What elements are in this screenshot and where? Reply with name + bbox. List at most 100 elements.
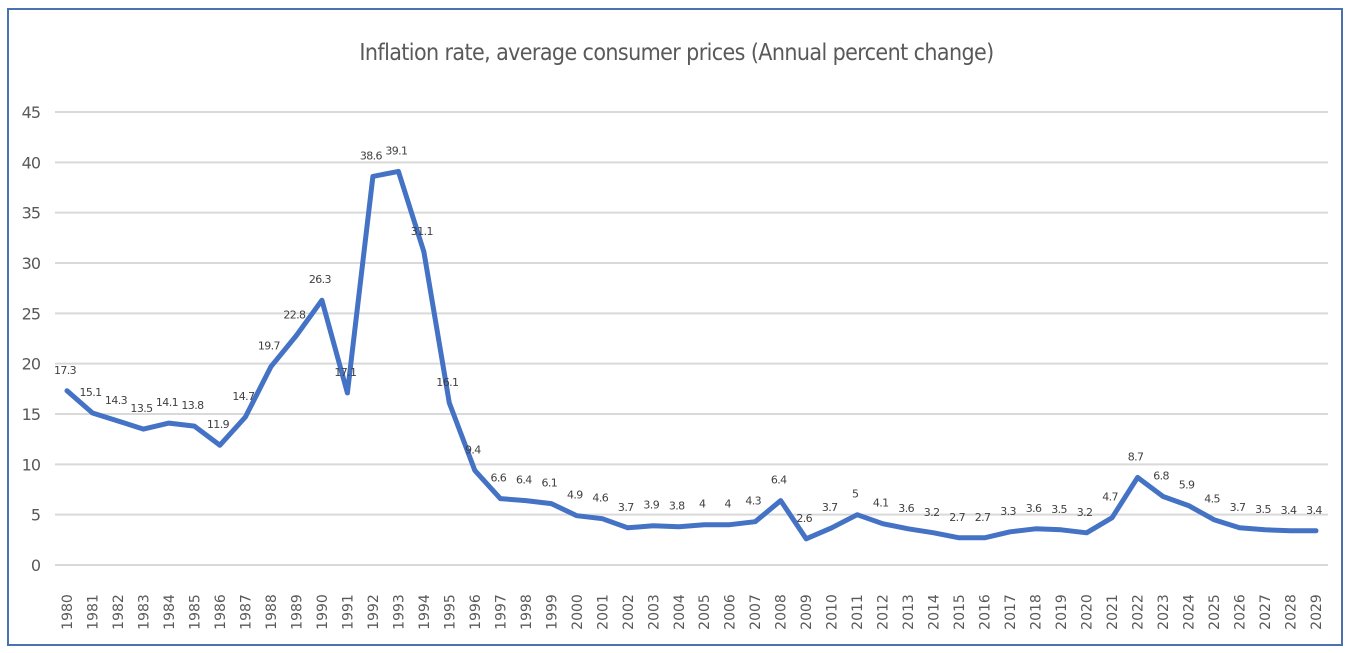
x-tick-label: 1995 — [442, 594, 458, 630]
data-label: 6.4 — [516, 474, 532, 487]
data-label: 17.1 — [334, 366, 356, 379]
y-tick-label: 15 — [22, 405, 40, 424]
y-tick-label: 25 — [22, 304, 40, 323]
x-tick-label: 2027 — [1258, 594, 1274, 630]
data-label: 3.7 — [618, 501, 634, 514]
data-label: 3.2 — [924, 506, 940, 519]
x-tick-label: 2014 — [927, 594, 943, 630]
x-tick-label: 2000 — [570, 594, 586, 630]
y-tick-label: 20 — [22, 355, 41, 374]
data-label: 2.7 — [949, 511, 965, 524]
y-tick-label: 5 — [31, 506, 40, 525]
x-tick-label: 1993 — [391, 594, 407, 630]
data-label: 6.6 — [490, 472, 506, 485]
x-tick-label: 2024 — [1182, 594, 1198, 630]
x-tick-label: 2022 — [1131, 594, 1147, 630]
data-label: 9.4 — [465, 443, 481, 456]
data-label: 17.3 — [54, 364, 77, 377]
x-tick-label: 2021 — [1105, 594, 1121, 630]
data-label: 3.5 — [1051, 503, 1067, 516]
x-tick-label: 1988 — [264, 594, 280, 630]
x-tick-label: 1984 — [162, 594, 178, 630]
x-tick-label: 2004 — [672, 594, 688, 630]
data-label: 13.5 — [130, 402, 153, 415]
data-label: 2.6 — [796, 512, 812, 525]
x-tick-label: 1992 — [366, 594, 382, 630]
data-label: 3.7 — [1230, 501, 1246, 514]
x-tick-label: 2010 — [825, 594, 841, 630]
x-tick-label: 1994 — [417, 594, 433, 630]
y-tick-label: 0 — [31, 556, 41, 575]
data-label: 13.8 — [181, 399, 204, 412]
y-tick-label: 35 — [22, 204, 40, 223]
data-label: 8.7 — [1128, 450, 1144, 463]
data-label: 4.6 — [592, 492, 608, 505]
x-tick-label: 1987 — [238, 594, 254, 630]
x-tick-label: 2009 — [799, 594, 815, 630]
gridlines — [55, 111, 1328, 566]
x-tick-label: 1985 — [187, 594, 203, 630]
x-tick-label: 2028 — [1284, 594, 1300, 630]
data-label: 3.7 — [822, 501, 838, 514]
x-tick-label: 2003 — [646, 594, 662, 630]
y-axis-ticks: 0 5 10 15 20 25 30 35 40 45 — [22, 103, 42, 575]
x-tick-label: 1989 — [289, 594, 305, 630]
y-tick-label: 10 — [22, 455, 41, 474]
x-tick-label: 2017 — [1003, 594, 1019, 630]
data-label: 14.7 — [232, 390, 255, 403]
x-tick-label: 1982 — [111, 594, 127, 630]
data-label: 11.9 — [207, 418, 230, 431]
data-label: 3.2 — [1077, 506, 1093, 519]
x-tick-label: 1999 — [544, 594, 560, 630]
x-tick-label: 2008 — [774, 594, 790, 630]
data-label: 14.3 — [105, 394, 128, 407]
data-label: 3.6 — [898, 502, 914, 515]
data-labels: 17.315.1 14.313.5 14.1 13.811.9 14.7 19.7 22.8… — [54, 144, 1323, 525]
x-tick-label: 1986 — [213, 594, 229, 630]
x-tick-label: 1998 — [519, 594, 535, 630]
x-tick-label: 2007 — [748, 594, 764, 630]
data-label: 2.7 — [975, 511, 991, 524]
data-label: 3.5 — [1255, 503, 1271, 516]
data-label: 14.1 — [156, 396, 178, 409]
data-label: 31.1 — [411, 225, 433, 238]
x-tick-label: 1991 — [340, 594, 356, 630]
data-label: 6.4 — [771, 474, 787, 487]
data-label: 19.7 — [258, 340, 281, 353]
x-axis-ticks: 1980 1981 1982 1983 1984 1985 1986 1987 1988 1989… — [60, 594, 1325, 630]
data-label: 3.4 — [1281, 504, 1297, 517]
data-label: 15.1 — [79, 386, 101, 399]
x-tick-label: 2025 — [1207, 594, 1223, 630]
x-tick-label: 2019 — [1054, 594, 1070, 630]
data-label: 16.1 — [436, 376, 458, 389]
data-label: 4 — [699, 498, 706, 511]
series-line — [64, 168, 1319, 542]
x-tick-label: 1997 — [493, 594, 509, 630]
data-label: 3.9 — [643, 499, 659, 512]
x-tick-label: 2005 — [697, 594, 713, 630]
x-tick-label: 2015 — [952, 594, 968, 630]
chart-frame — [7, 8, 1343, 646]
x-tick-label: 2001 — [595, 594, 611, 630]
x-tick-label: 1980 — [60, 594, 76, 630]
x-tick-label: 2020 — [1080, 594, 1096, 630]
data-label: 5.9 — [1179, 479, 1195, 492]
y-tick-label: 40 — [22, 153, 41, 172]
x-tick-label: 1996 — [468, 594, 484, 630]
data-label: 3.4 — [1306, 504, 1322, 517]
data-label: 6.8 — [1153, 470, 1169, 483]
data-label: 6.1 — [541, 477, 557, 490]
data-label: 4.9 — [567, 489, 583, 502]
data-label: 26.3 — [309, 273, 332, 286]
x-tick-label: 2002 — [621, 594, 637, 630]
data-label: 3.6 — [1026, 502, 1042, 515]
data-label: 38.6 — [360, 149, 383, 162]
x-tick-label: 2016 — [978, 594, 994, 630]
y-tick-label: 30 — [22, 254, 41, 273]
x-tick-label: 2026 — [1233, 594, 1249, 630]
x-tick-label: 2023 — [1156, 594, 1172, 630]
x-tick-label: 2018 — [1029, 594, 1045, 630]
x-tick-label: 2012 — [876, 594, 892, 630]
x-tick-label: 2006 — [723, 594, 739, 630]
